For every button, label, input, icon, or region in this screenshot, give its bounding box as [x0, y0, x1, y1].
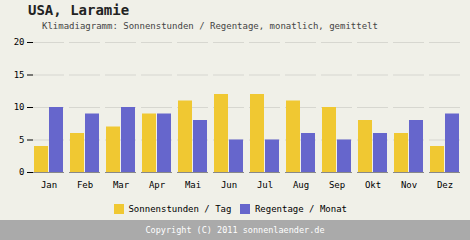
svg-text:Jun: Jun — [221, 180, 237, 190]
svg-text:Aug: Aug — [293, 180, 309, 190]
svg-text:15: 15 — [14, 70, 25, 80]
svg-text:5: 5 — [19, 135, 24, 145]
svg-text:10: 10 — [14, 102, 25, 112]
svg-text:Nov: Nov — [401, 180, 417, 190]
svg-text:Okt: Okt — [365, 180, 381, 190]
svg-text:0: 0 — [19, 167, 24, 177]
svg-text:Mai: Mai — [185, 180, 201, 190]
svg-text:Jan: Jan — [41, 180, 57, 190]
html-text:Klimadiagramm: Sonnenstunden /: Klimadiagramm: Sonnenstunden / Regentage… — [42, 21, 378, 31]
svg-text:20: 20 — [14, 37, 25, 47]
svg-text:Sep: Sep — [329, 180, 345, 190]
svg-text:Apr: Apr — [149, 180, 166, 190]
svg-text:Jul: Jul — [257, 180, 273, 190]
svg-text:Feb: Feb — [77, 180, 93, 190]
html-text:Regentage / Monat: Regentage / Monat — [254, 203, 347, 214]
html-text:USA, Laramie: USA, Laramie — [28, 2, 130, 18]
html-text:Sonnenstunden / Tag: Sonnenstunden / Tag — [128, 203, 232, 214]
svg-text:Mar: Mar — [113, 180, 130, 190]
svg-text:Dez: Dez — [437, 180, 453, 190]
html-text:Copyright (C) 2011 sonnenlaend: Copyright (C) 2011 sonnenlaender.de — [145, 225, 325, 235]
